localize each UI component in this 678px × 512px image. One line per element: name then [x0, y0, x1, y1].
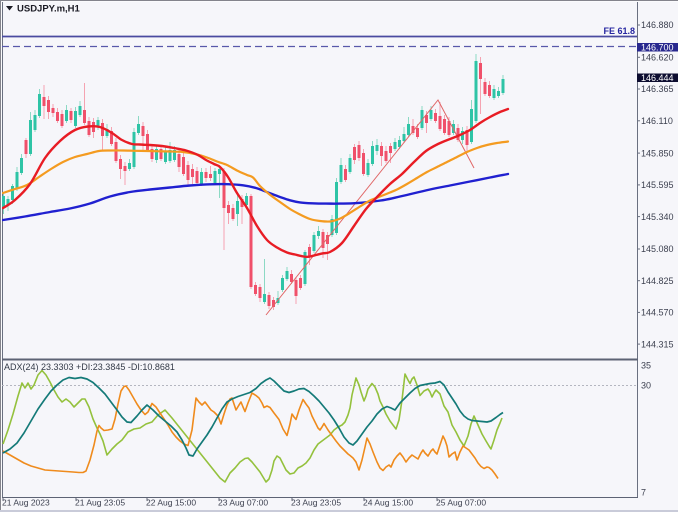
svg-text:22 Aug 15:00: 22 Aug 15:00	[146, 498, 196, 508]
svg-text:144.825: 144.825	[641, 276, 674, 286]
svg-text:145.080: 145.080	[641, 244, 674, 254]
svg-text:25 Aug 07:00: 25 Aug 07:00	[436, 498, 486, 508]
svg-text:FE 61.8: FE 61.8	[603, 26, 635, 36]
svg-text:23 Aug 07:00: 23 Aug 07:00	[218, 498, 268, 508]
svg-text:USDJPY.m,H1: USDJPY.m,H1	[17, 4, 81, 15]
svg-text:146.620: 146.620	[641, 53, 674, 63]
svg-text:146.444: 146.444	[641, 73, 674, 83]
svg-text:145.340: 145.340	[641, 212, 674, 222]
svg-text:21 Aug 23:05: 21 Aug 23:05	[75, 498, 125, 508]
svg-text:146.110: 146.110	[641, 116, 673, 126]
svg-text:145.850: 145.850	[641, 148, 674, 158]
svg-text:30: 30	[641, 381, 651, 391]
svg-text:144.570: 144.570	[641, 308, 674, 318]
svg-text:7: 7	[641, 488, 646, 498]
svg-text:21 Aug 2023: 21 Aug 2023	[2, 498, 50, 508]
svg-text:144.315: 144.315	[641, 339, 674, 349]
svg-text:145.595: 145.595	[641, 180, 674, 190]
svg-text:146.365: 146.365	[641, 84, 674, 94]
svg-text:146.700: 146.700	[641, 43, 674, 53]
svg-text:35: 35	[641, 361, 651, 371]
svg-text:23 Aug 23:05: 23 Aug 23:05	[291, 498, 341, 508]
svg-text:24 Aug 15:00: 24 Aug 15:00	[363, 498, 413, 508]
svg-text:ADX(24) 23.3303 +DI:23.3845 -D: ADX(24) 23.3303 +DI:23.3845 -DI:10.8681	[4, 362, 175, 372]
svg-text:146.880: 146.880	[641, 20, 674, 30]
